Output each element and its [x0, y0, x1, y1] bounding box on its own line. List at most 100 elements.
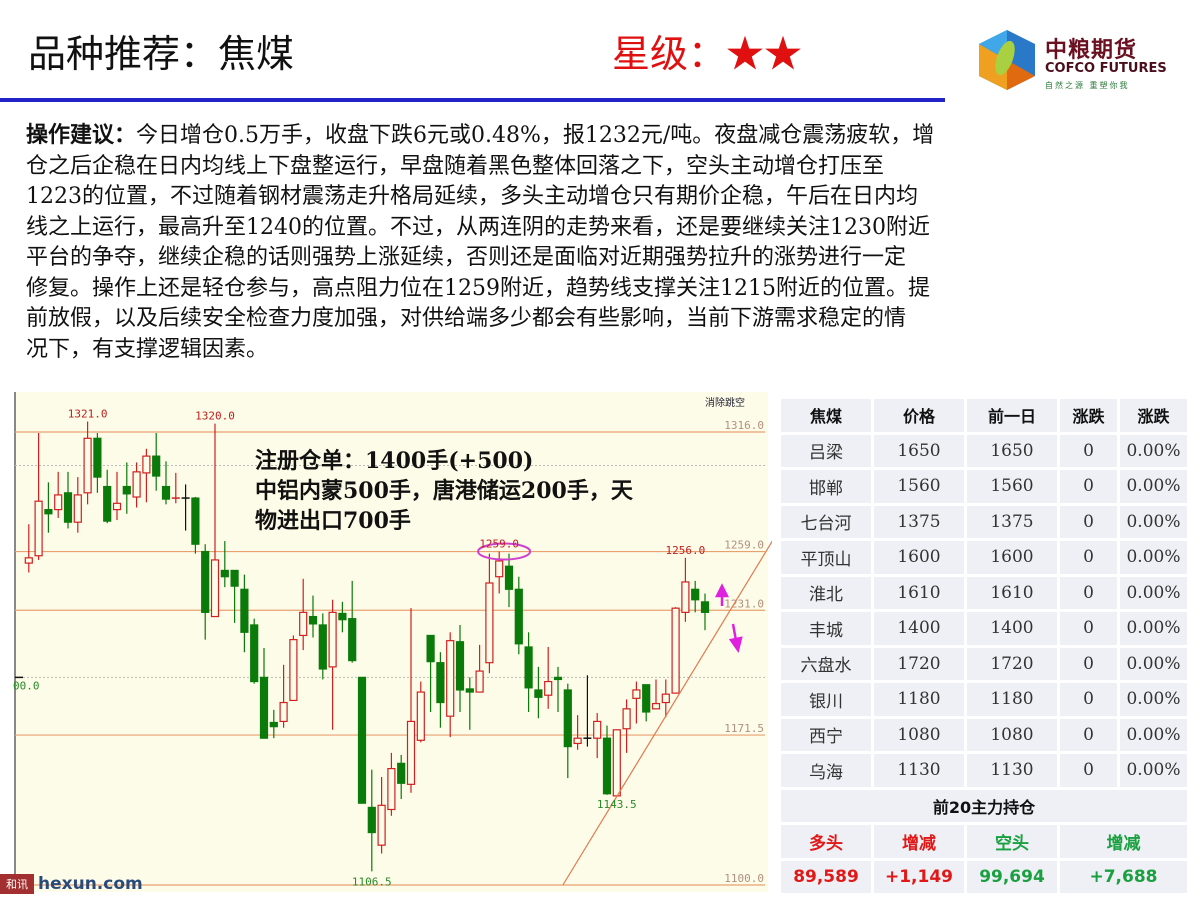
- candle-body: [563, 689, 572, 748]
- table-cell: 1600: [967, 541, 1057, 574]
- table-cell: 0: [1060, 470, 1117, 503]
- price-annotation: 00.0: [13, 679, 40, 692]
- table-row: 七台河 1375 1375 0 0.00%: [781, 505, 1187, 538]
- candle: [367, 769, 376, 872]
- star-icons: ★★: [726, 32, 803, 76]
- candle-body: [289, 639, 298, 702]
- advice-line: 仓之后企稳在日内均线上下盘整运行，早盘随着黑色整体回落之下，空头主动增仓打压至: [26, 153, 885, 179]
- candle-body: [152, 455, 161, 477]
- candle-body: [308, 615, 318, 625]
- candle-body: [475, 670, 484, 693]
- candle-body: [230, 569, 239, 587]
- rating-label: 星级：: [612, 32, 727, 76]
- table-cell: 0.00%: [1120, 683, 1187, 716]
- candle-body: [220, 569, 229, 578]
- table-cell: 西宁: [781, 718, 871, 751]
- positions-value: 89,589: [781, 860, 871, 893]
- candle: [201, 544, 210, 640]
- logo-name-cn: 中粮期货: [1045, 38, 1138, 63]
- positions-title: 前20主力持仓: [781, 789, 1187, 822]
- candle-body: [700, 601, 710, 613]
- candle: [112, 471, 122, 521]
- candle-body: [446, 640, 455, 717]
- table-row: 丰城 1400 1400 0 0.00%: [781, 612, 1187, 645]
- table-cell: 0.00%: [1120, 434, 1187, 467]
- candle-body: [612, 729, 621, 797]
- candle: [406, 608, 416, 793]
- table-cell: 1375: [874, 505, 964, 538]
- candle-body: [73, 494, 82, 523]
- candle: [220, 541, 229, 588]
- candle-body: [436, 662, 445, 704]
- candle-body: [142, 455, 151, 474]
- candle-body: [338, 612, 347, 621]
- candle: [152, 433, 161, 491]
- candle: [553, 666, 563, 712]
- positions-header: 多头: [781, 825, 871, 858]
- table-cell: 六盘水: [781, 647, 871, 680]
- candle: [63, 471, 73, 529]
- candle-body: [191, 497, 200, 545]
- table-cell: 0: [1060, 754, 1117, 787]
- candle-body: [132, 471, 141, 498]
- trend-line: [562, 540, 772, 886]
- table-cell: 1400: [967, 612, 1057, 645]
- candle-body: [465, 688, 474, 693]
- star-rating: 星级：★★: [612, 30, 802, 78]
- candle: [426, 634, 435, 712]
- candle: [416, 681, 425, 743]
- candle: [612, 729, 621, 797]
- candle-body: [24, 557, 33, 564]
- candle-body: [63, 492, 73, 523]
- candle-body: [661, 693, 670, 704]
- table-row: 淮北 1610 1610 0 0.00%: [781, 576, 1187, 609]
- table-row: 吕梁 1650 1650 0 0.00%: [781, 434, 1187, 467]
- table-row: 邯郸 1560 1560 0 0.00%: [781, 470, 1187, 503]
- positions-value: +7,688: [1060, 860, 1187, 893]
- table-cell: 1720: [967, 647, 1057, 680]
- remove-gap-button[interactable]: 消除跳空: [705, 396, 745, 409]
- candle: [54, 471, 63, 518]
- candle: [622, 699, 631, 753]
- candle: [259, 648, 269, 739]
- table-cell: 1375: [967, 505, 1057, 538]
- candle: [181, 484, 190, 531]
- y-tick-label: 1259.0: [724, 539, 764, 552]
- table-cell: 0.00%: [1120, 647, 1187, 680]
- table-cell: 1560: [967, 470, 1057, 503]
- table-cell: 1560: [874, 470, 964, 503]
- candle-body: [681, 581, 690, 613]
- table-cell: 0: [1060, 505, 1117, 538]
- candle-body: [573, 737, 582, 745]
- candle-body: [691, 588, 700, 601]
- candle-body: [250, 624, 259, 683]
- candle-body: [632, 689, 641, 699]
- table-cell: 吕梁: [781, 434, 871, 467]
- candle: [240, 574, 249, 653]
- logo-slogan: 自然之源 重塑你我: [1045, 81, 1130, 90]
- table-cell: 淮北: [781, 576, 871, 609]
- candle: [210, 423, 220, 618]
- warehouse-receipt-note: 注册仓单：1400手(+500) 中铝内蒙500手，唐港储运200手，天 物进出…: [255, 446, 633, 536]
- price-annotation: 1256.0: [666, 544, 706, 557]
- positions-value: +1,149: [874, 860, 964, 893]
- positions-title-row: 前20主力持仓: [781, 789, 1187, 822]
- candle-body: [122, 485, 131, 495]
- candle: [171, 472, 180, 504]
- candle: [328, 599, 337, 730]
- positions-header: 空头: [967, 825, 1057, 858]
- candle: [348, 580, 357, 663]
- candle-body: [544, 680, 553, 696]
- candle-body: [259, 676, 269, 739]
- candle: [34, 433, 43, 560]
- candle-body: [367, 806, 376, 834]
- table-cell: 丰城: [781, 612, 871, 645]
- watermark-badge: 和讯: [0, 874, 34, 894]
- column-header: 涨跌: [1120, 399, 1187, 432]
- advice-paragraph: 操作建议：今日增仓0.5万手，收盘下跌6元或0.48%，报1232元/吨。夜盘减…: [26, 120, 1186, 365]
- advice-line: 况下，有支撑逻辑因素。: [26, 336, 269, 362]
- candle: [534, 666, 543, 719]
- column-header: 前一日: [967, 399, 1057, 432]
- table-row: 六盘水 1720 1720 0 0.00%: [781, 647, 1187, 680]
- logo-name-en: COFCO FUTURES: [1045, 61, 1167, 76]
